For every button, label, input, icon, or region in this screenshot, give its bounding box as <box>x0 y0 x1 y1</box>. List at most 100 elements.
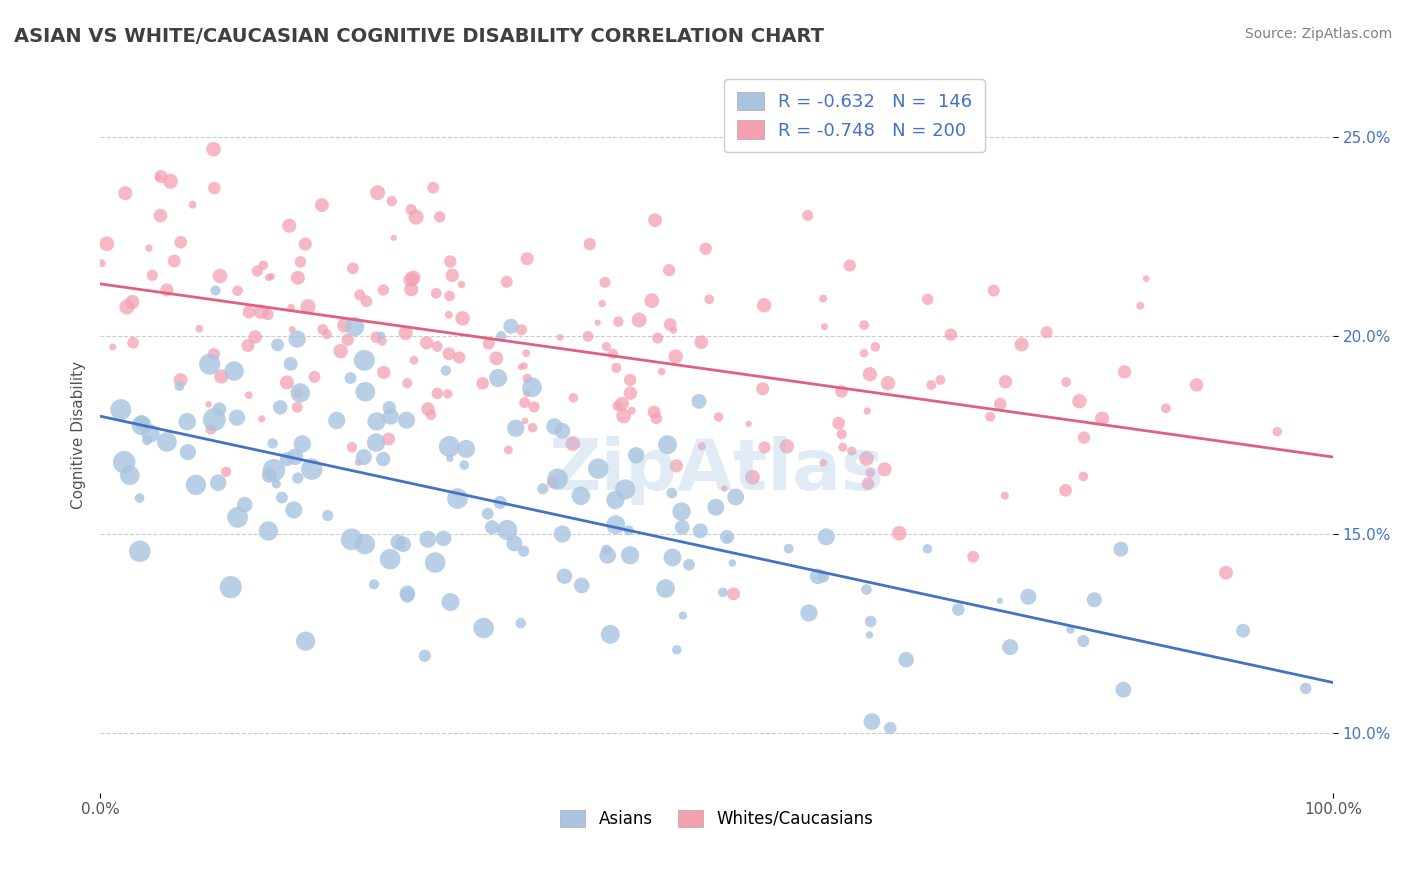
Point <box>204 284 226 298</box>
Point <box>271 491 294 505</box>
Point <box>202 142 225 156</box>
Point <box>149 209 172 223</box>
Text: ZipAtlas: ZipAtlas <box>548 436 884 505</box>
Point <box>249 305 271 319</box>
Point <box>399 282 422 296</box>
Point <box>856 476 879 491</box>
Point <box>657 437 679 451</box>
Point <box>316 508 339 523</box>
Point <box>855 451 877 466</box>
Point <box>841 444 863 458</box>
Point <box>624 448 647 462</box>
Point <box>1295 681 1317 696</box>
Point <box>807 569 830 583</box>
Point <box>402 270 425 285</box>
Point <box>641 293 664 308</box>
Point <box>628 313 651 327</box>
Point <box>349 288 371 302</box>
Point <box>505 421 527 435</box>
Point <box>591 296 613 310</box>
Point <box>138 241 160 255</box>
Point <box>353 450 375 464</box>
Point <box>571 578 593 592</box>
Point <box>988 594 1011 608</box>
Point <box>495 275 517 289</box>
Point <box>665 350 688 364</box>
Point <box>548 330 571 344</box>
Point <box>1091 411 1114 425</box>
Point <box>661 486 683 500</box>
Point <box>541 475 564 490</box>
Point <box>294 237 316 252</box>
Point <box>865 340 887 354</box>
Point <box>510 323 533 337</box>
Point <box>121 295 143 310</box>
Point <box>301 462 323 476</box>
Point <box>751 382 773 396</box>
Point <box>163 254 186 268</box>
Point <box>363 577 385 591</box>
Point <box>614 483 637 497</box>
Point <box>371 334 394 348</box>
Point <box>450 277 472 292</box>
Point <box>101 340 124 354</box>
Point <box>654 582 676 596</box>
Point <box>1054 375 1077 389</box>
Point <box>690 335 713 350</box>
Point <box>226 284 249 298</box>
Point <box>520 380 543 394</box>
Point <box>811 292 834 306</box>
Point <box>311 198 333 212</box>
Point <box>671 504 693 518</box>
Point <box>607 315 630 329</box>
Point <box>343 319 366 334</box>
Point <box>405 210 427 224</box>
Point <box>562 391 585 405</box>
Point <box>226 410 249 425</box>
Point <box>281 322 304 336</box>
Point <box>858 628 880 642</box>
Point <box>513 395 536 409</box>
Point <box>257 468 280 483</box>
Point <box>853 318 876 332</box>
Point <box>617 524 640 538</box>
Point <box>477 507 499 521</box>
Point <box>752 298 775 312</box>
Point <box>1112 682 1135 697</box>
Point <box>340 440 363 454</box>
Point <box>613 409 636 423</box>
Point <box>737 417 759 431</box>
Point <box>569 489 592 503</box>
Point <box>896 653 918 667</box>
Point <box>226 510 249 524</box>
Point <box>378 552 401 566</box>
Point <box>716 530 738 544</box>
Point <box>1073 431 1095 445</box>
Point <box>441 268 464 283</box>
Point <box>170 235 193 250</box>
Point <box>252 258 274 272</box>
Point <box>547 472 569 486</box>
Point <box>429 210 451 224</box>
Point <box>671 520 693 534</box>
Point <box>366 414 388 428</box>
Point <box>879 721 901 735</box>
Point <box>1265 425 1288 439</box>
Point <box>439 595 461 609</box>
Point <box>266 477 288 491</box>
Point <box>873 462 896 476</box>
Point <box>422 180 444 194</box>
Point <box>181 198 204 212</box>
Point <box>148 170 170 185</box>
Point <box>416 401 439 416</box>
Point <box>645 411 668 425</box>
Point <box>416 533 439 547</box>
Point <box>1154 401 1177 416</box>
Point <box>983 284 1005 298</box>
Point <box>136 434 159 448</box>
Point <box>114 186 136 201</box>
Point <box>437 308 460 322</box>
Point <box>741 470 763 484</box>
Point <box>370 328 392 343</box>
Point <box>382 231 405 245</box>
